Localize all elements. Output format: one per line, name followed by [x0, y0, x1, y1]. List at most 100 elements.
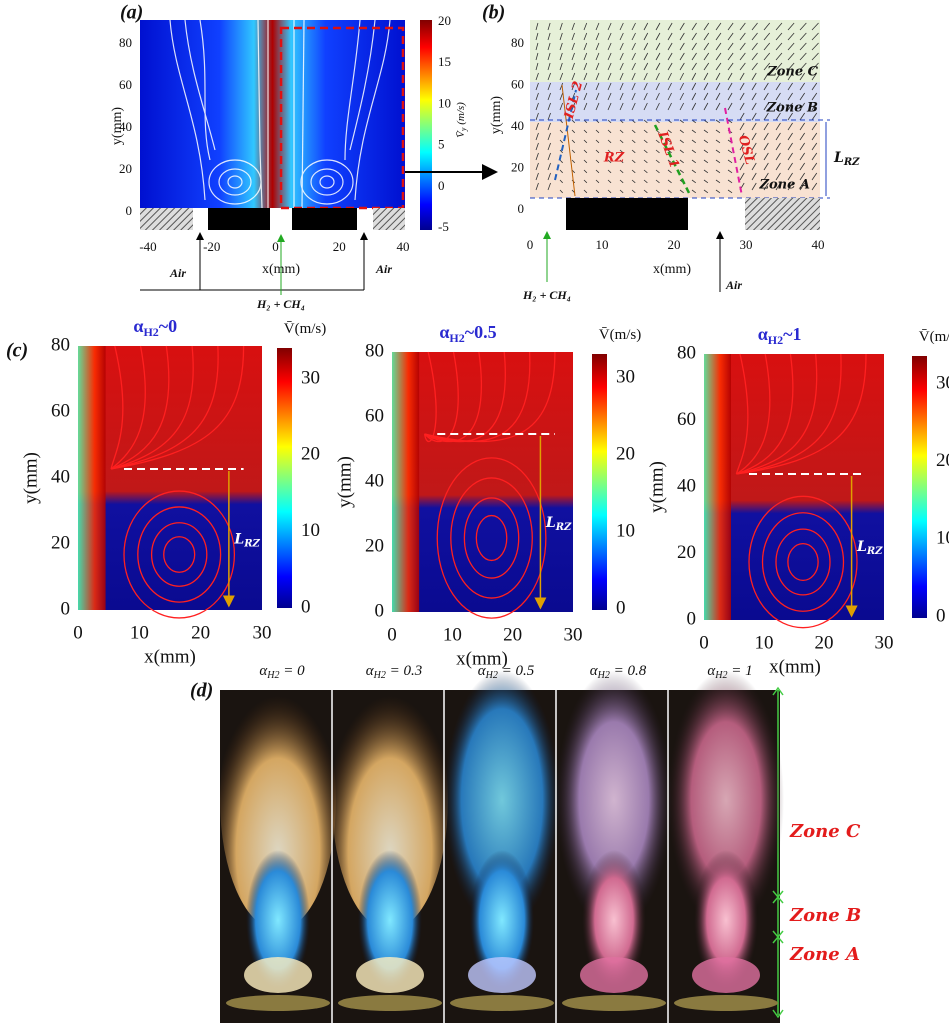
vector [679, 42, 685, 51]
vector [559, 149, 563, 154]
vector [667, 179, 672, 184]
vector [667, 102, 672, 111]
x-tick-label: 20 [668, 237, 681, 252]
streamline [735, 353, 749, 475]
x-tick-label: 40 [812, 237, 825, 252]
y-tick-label: 20 [365, 535, 384, 556]
streamline [110, 345, 194, 470]
vector [667, 52, 673, 61]
vector [547, 182, 551, 191]
vector [715, 119, 721, 124]
zone-label: Zone A [759, 178, 811, 193]
vector [703, 179, 709, 184]
vector [739, 112, 745, 121]
vector [679, 62, 685, 71]
vector [643, 189, 648, 194]
vector [763, 112, 769, 121]
vector [715, 22, 722, 31]
x-axis-label: x(mm) [653, 262, 691, 277]
vector [739, 62, 746, 71]
vector [787, 122, 793, 131]
label-part: y [459, 127, 468, 132]
vector [535, 42, 539, 51]
vector [619, 179, 624, 184]
vector [715, 149, 721, 154]
vector [571, 129, 576, 134]
label-part: V̄ [599, 327, 610, 343]
vector [655, 159, 660, 164]
subplot-title: αH2~0.5 [439, 322, 496, 345]
label-part: α [590, 663, 599, 679]
vector [739, 52, 746, 61]
vector [559, 139, 563, 144]
vector [763, 132, 769, 141]
vector [595, 179, 600, 184]
streamline [423, 351, 437, 443]
vector [607, 129, 612, 134]
vector [607, 82, 612, 91]
flame-plume [444, 670, 560, 930]
vector [727, 82, 733, 91]
vector [619, 22, 624, 31]
vector [787, 82, 793, 91]
vector [751, 132, 757, 141]
vector [691, 62, 697, 71]
vector [655, 149, 660, 154]
vector [691, 72, 697, 81]
y-axis-label: y(mm) [20, 452, 41, 504]
vector [811, 142, 818, 151]
y-tick-label: 20 [51, 532, 70, 553]
vector [619, 169, 624, 174]
label-part: L [833, 150, 844, 166]
vector [679, 32, 685, 41]
vector [631, 129, 636, 134]
flame-core [246, 850, 310, 990]
vector [631, 139, 636, 144]
vector [607, 189, 612, 194]
burner-block [292, 208, 357, 230]
vector [727, 149, 733, 154]
vector [799, 92, 805, 101]
y-tick-label: 40 [119, 119, 132, 134]
flame-core [582, 850, 646, 990]
y-tick-label: 0 [375, 600, 385, 621]
vector [727, 189, 733, 194]
vector [571, 92, 576, 101]
label-part: RZ [843, 157, 860, 168]
colorbar [592, 354, 607, 610]
vector [763, 32, 771, 41]
velocity-field [78, 346, 262, 610]
vector [619, 82, 624, 91]
vector [559, 92, 564, 101]
streamline [463, 497, 520, 579]
flame-plume [332, 670, 448, 930]
streamline [736, 353, 818, 475]
x-tick-label: 20 [815, 632, 834, 653]
vector [667, 92, 672, 101]
flame-base [244, 957, 312, 993]
panel-a: (a) y(mm) x(mm) V̄y (m/s) Air Air H₂ + C… [110, 2, 498, 311]
vector [547, 22, 551, 31]
colorbar [277, 348, 292, 608]
vector [535, 142, 539, 151]
vector [811, 162, 818, 171]
vector [763, 152, 769, 161]
vector [679, 169, 684, 174]
label-part: H2 [597, 670, 610, 681]
y-tick-label: 30 [616, 366, 635, 387]
vector [607, 159, 612, 164]
vector [679, 82, 685, 91]
vector [631, 62, 636, 71]
vector [595, 169, 600, 174]
y-tick-label: 60 [365, 405, 384, 426]
y-tick-label: 40 [51, 466, 70, 487]
vector [799, 42, 807, 51]
vector [775, 122, 781, 131]
vector [535, 52, 539, 61]
inlet-label: Air [169, 266, 186, 280]
vector [595, 129, 600, 134]
vector [787, 92, 793, 101]
vector [583, 189, 588, 194]
vector [811, 82, 818, 91]
y-tick-label: 80 [511, 35, 524, 50]
